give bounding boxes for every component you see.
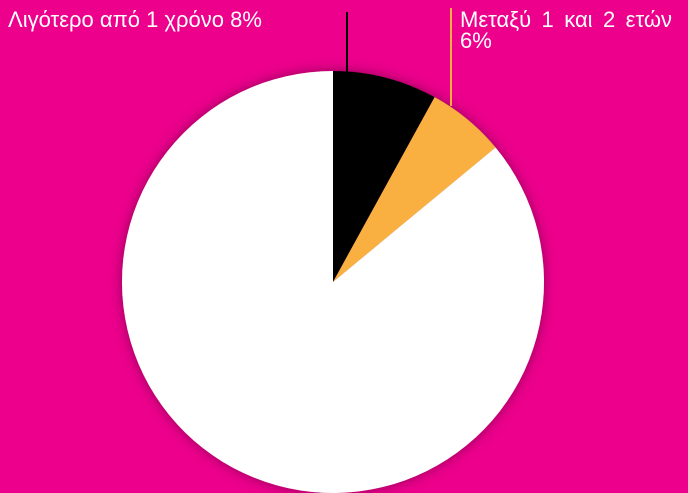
pie	[121, 71, 544, 493]
data-label: Λιγότερο από 1 χρόνο 8%	[8, 7, 262, 32]
category-label: Λιγότερο από 1 χρόνο	[8, 7, 224, 32]
data-label: Μεταξύ 1 και 2 ετών 6%	[460, 7, 672, 53]
category-label: Μεταξύ 1 και 2 ετών	[460, 7, 672, 32]
value-label: 6%	[460, 28, 492, 53]
pie-slice	[333, 97, 496, 282]
value-label: 8%	[230, 7, 262, 32]
pie-slice	[121, 71, 544, 493]
pie-slice	[333, 71, 435, 282]
